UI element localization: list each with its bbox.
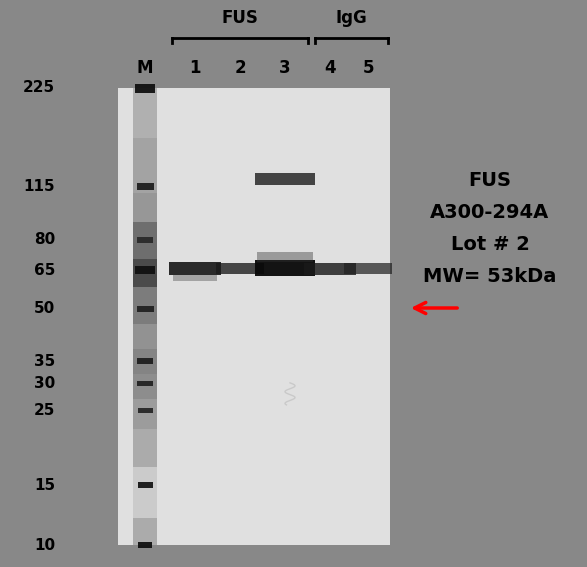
- Text: 3: 3: [279, 59, 291, 77]
- Bar: [133, 429, 157, 467]
- Bar: [169, 263, 221, 275]
- Text: Lot # 2: Lot # 2: [451, 235, 529, 253]
- Text: IgG: IgG: [336, 9, 367, 27]
- Text: FUS: FUS: [221, 9, 258, 27]
- Text: 115: 115: [23, 179, 55, 194]
- Bar: [344, 263, 392, 274]
- Bar: [133, 324, 157, 349]
- Bar: [133, 88, 157, 138]
- Bar: [133, 518, 157, 545]
- Bar: [137, 483, 153, 489]
- Text: 30: 30: [33, 376, 55, 391]
- Text: 2: 2: [234, 59, 246, 77]
- Bar: [257, 252, 313, 263]
- Text: 5: 5: [362, 59, 374, 77]
- Text: MW= 53kDa: MW= 53kDa: [423, 266, 556, 286]
- Bar: [133, 138, 157, 193]
- Bar: [137, 381, 153, 386]
- Text: 25: 25: [33, 403, 55, 418]
- Text: FUS: FUS: [468, 171, 511, 189]
- Text: 1: 1: [189, 59, 201, 77]
- Text: 50: 50: [33, 301, 55, 316]
- Bar: [137, 183, 153, 190]
- Text: 65: 65: [33, 263, 55, 278]
- Bar: [133, 287, 157, 324]
- Text: 80: 80: [33, 232, 55, 247]
- Bar: [118, 88, 390, 545]
- Bar: [135, 83, 155, 92]
- Bar: [255, 174, 315, 185]
- Bar: [137, 358, 153, 364]
- Bar: [135, 266, 155, 274]
- Bar: [133, 349, 157, 374]
- Bar: [137, 408, 153, 413]
- Bar: [138, 542, 152, 548]
- Bar: [137, 306, 153, 312]
- Text: 35: 35: [33, 354, 55, 369]
- Bar: [133, 222, 157, 259]
- Text: 225: 225: [23, 81, 55, 95]
- Bar: [133, 374, 157, 399]
- Text: 15: 15: [34, 478, 55, 493]
- Bar: [304, 263, 356, 275]
- Bar: [137, 237, 153, 243]
- Text: 4: 4: [324, 59, 336, 77]
- Bar: [133, 259, 157, 287]
- Bar: [133, 399, 157, 429]
- Bar: [133, 193, 157, 222]
- Bar: [133, 467, 157, 518]
- Text: 10: 10: [34, 538, 55, 552]
- Bar: [216, 263, 264, 274]
- Bar: [173, 275, 217, 281]
- Bar: [255, 260, 315, 276]
- Text: A300-294A: A300-294A: [430, 202, 549, 222]
- Text: M: M: [137, 59, 153, 77]
